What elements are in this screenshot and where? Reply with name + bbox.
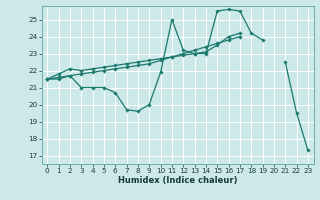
X-axis label: Humidex (Indice chaleur): Humidex (Indice chaleur) [118, 176, 237, 185]
